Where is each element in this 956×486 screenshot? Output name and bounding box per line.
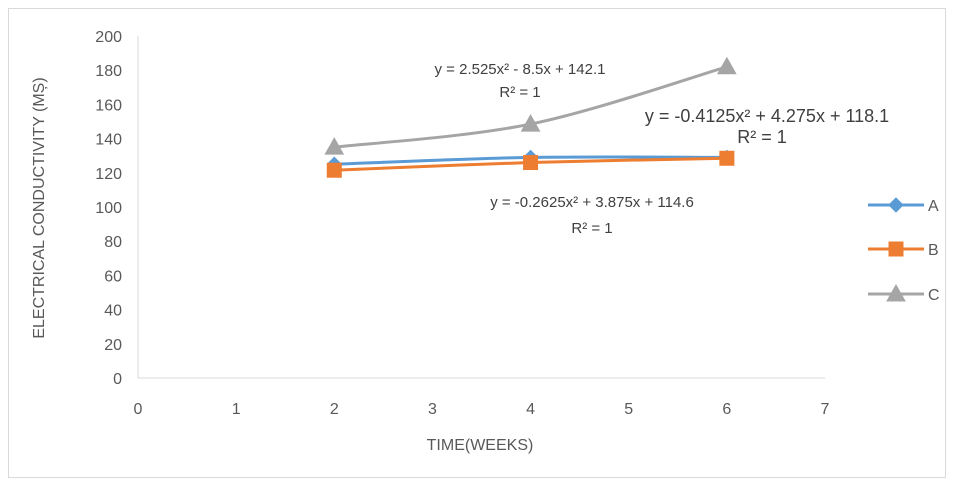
x-tick-label: 5 — [624, 401, 633, 418]
legend-marker-b — [888, 241, 904, 257]
data-point-b — [719, 150, 735, 166]
data-point-c — [520, 114, 541, 132]
y-axis-title-group: ELECTRICAL CONDUCTIVITY (MȘ) — [31, 77, 48, 338]
equation-b: y = -0.4125x² + 4.275x + 118.1 — [645, 106, 889, 126]
legend-label-b: B — [928, 242, 939, 259]
x-tick-labels: 0 1 2 3 4 5 6 7 — [134, 401, 830, 418]
y-tick-label: 180 — [95, 63, 122, 80]
x-tick-label: 4 — [526, 401, 535, 418]
y-tick-label: 140 — [95, 132, 122, 149]
data-markers — [324, 56, 737, 178]
y-tick-label: 20 — [104, 337, 122, 354]
x-axis-title: TIME(WEEKS) — [427, 437, 534, 454]
y-tick-label: 100 — [95, 200, 122, 217]
y-tick-label: 200 — [95, 29, 122, 46]
legend-marker-a — [888, 197, 904, 213]
data-point-b — [523, 155, 539, 171]
y-tick-label: 120 — [95, 166, 122, 183]
legend: A B C — [868, 197, 940, 304]
y-tick-label: 60 — [104, 268, 122, 285]
y-axis-title: ELECTRICAL CONDUCTIVITY (MȘ) — [31, 77, 48, 338]
x-tick-label: 7 — [821, 401, 830, 418]
data-point-c — [324, 137, 345, 155]
r-squared-a: R² = 1 — [571, 220, 612, 237]
x-tick-label: 3 — [428, 401, 437, 418]
y-tick-labels: 0 20 40 60 80 100 120 140 160 180 200 — [95, 29, 122, 388]
legend-marker-c — [886, 283, 906, 302]
y-tick-label: 40 — [104, 303, 122, 320]
y-tick-label: 160 — [95, 97, 122, 114]
equation-c: y = 2.525x² - 8.5x + 142.1 — [435, 61, 606, 78]
y-tick-label: 0 — [113, 371, 122, 388]
data-point-c — [717, 56, 737, 75]
x-tick-label: 0 — [134, 401, 143, 418]
r-squared-c: R² = 1 — [499, 84, 540, 101]
data-point-b — [326, 162, 342, 178]
chart-frame — [8, 8, 946, 478]
x-tick-label: 1 — [232, 401, 241, 418]
legend-label-a: A — [928, 198, 939, 215]
r-squared-b: R² = 1 — [737, 127, 787, 147]
x-tick-label: 2 — [330, 401, 339, 418]
legend-label-c: C — [928, 287, 940, 304]
y-tick-label: 80 — [104, 234, 122, 251]
x-tick-label: 6 — [722, 401, 731, 418]
equation-a: y = -0.2625x² + 3.875x + 114.6 — [490, 194, 694, 211]
